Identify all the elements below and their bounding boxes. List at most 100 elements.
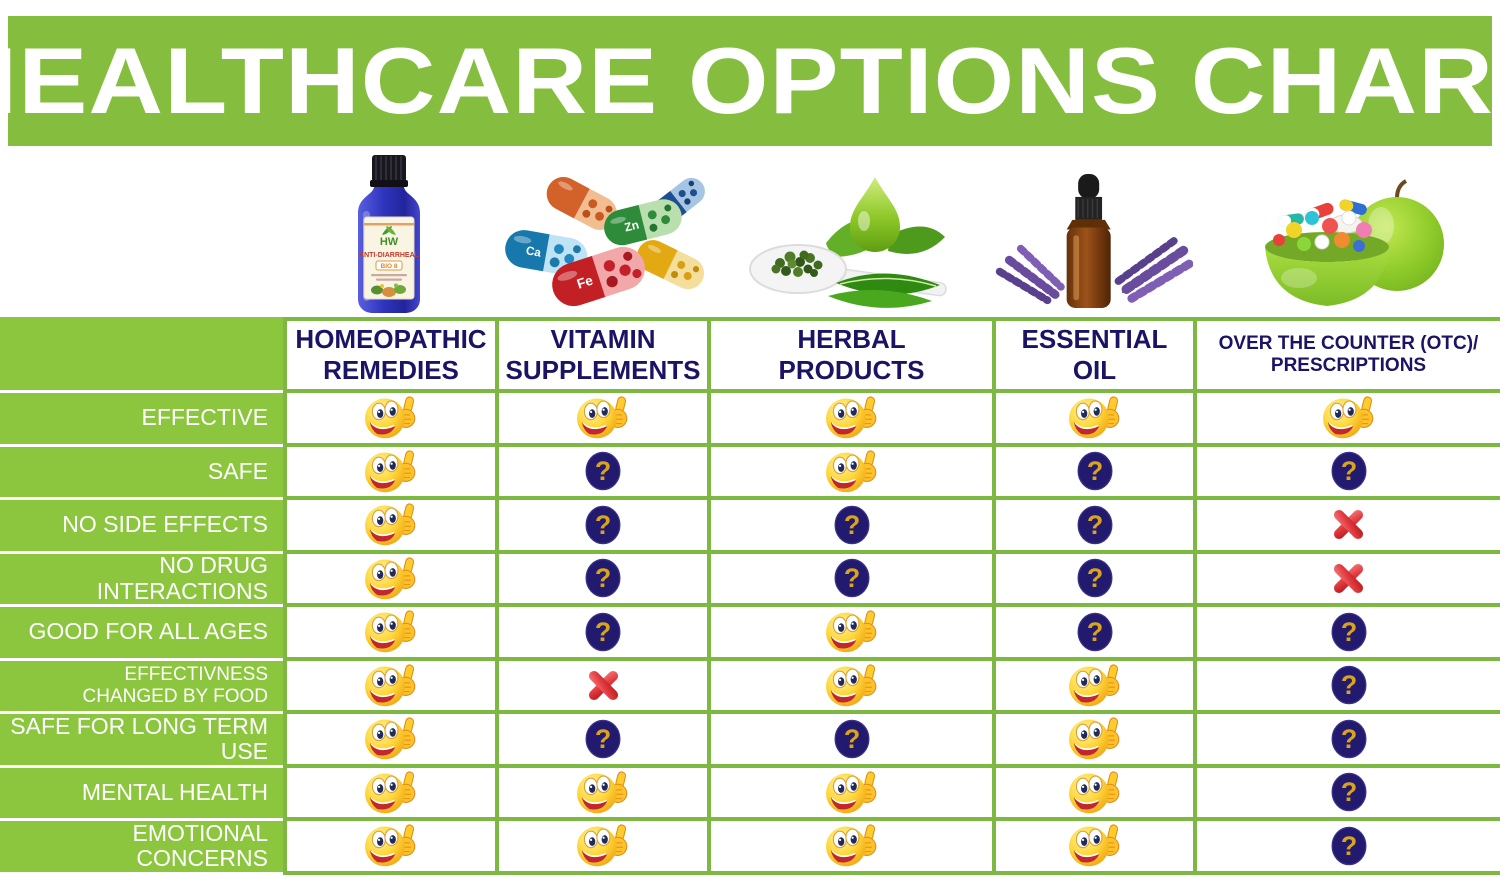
comparison-table: HOMEOPATHIC REMEDIES VITAMIN SUPPLEMENTS… [0, 317, 1500, 875]
thumbs-up-smiley-icon [825, 824, 876, 867]
svg-text:Fe: Fe [575, 272, 595, 291]
status-cell: ? [1193, 767, 1500, 821]
thumbs-up-smiley-icon [365, 664, 416, 707]
row-label-mental-health: MENTAL HEALTH [0, 767, 283, 821]
status-cell [992, 821, 1193, 875]
status-cell [707, 607, 992, 661]
svg-text:Zn: Zn [623, 217, 640, 234]
status-cell [707, 767, 992, 821]
status-cell [707, 821, 992, 875]
question-mark-icon: ? [1331, 773, 1366, 812]
images-row-spacer [0, 148, 283, 317]
status-cell [1193, 393, 1500, 447]
thumbs-up-smiley-icon [365, 610, 416, 653]
status-cell: ? [495, 714, 707, 768]
thumbs-up-smiley-icon [365, 503, 416, 546]
svg-text:BIO 8: BIO 8 [381, 263, 398, 270]
svg-text:?: ? [1340, 617, 1356, 647]
status-cell [992, 660, 1193, 714]
svg-text:Ca: Ca [525, 243, 543, 259]
vitamin-capsules-image: Zn Ca [495, 148, 707, 317]
status-cell: ? [992, 607, 1193, 661]
question-mark-icon: ? [585, 452, 621, 491]
status-cell [283, 553, 495, 607]
svg-text:?: ? [1340, 670, 1356, 700]
row-label-safe: SAFE [0, 446, 283, 500]
column-header-otc-prescriptions: OVER THE COUNTER (OTC)/ PRESCRIPTIONS [1193, 317, 1500, 393]
thumbs-up-smiley-icon [365, 771, 416, 814]
status-cell: ? [707, 714, 992, 768]
row-label-no-drug-interactions: NO DRUG INTERACTIONS [0, 553, 283, 607]
thumbs-up-smiley-icon [365, 557, 416, 600]
thumbs-up-smiley-icon [365, 396, 416, 439]
question-mark-icon: ? [585, 719, 621, 758]
status-cell [495, 393, 707, 447]
status-cell: ? [1193, 446, 1500, 500]
thumbs-up-smiley-icon [1068, 771, 1119, 814]
essential-oil-image [992, 148, 1193, 317]
status-cell: ? [1193, 660, 1500, 714]
thumbs-up-smiley-icon [825, 771, 876, 814]
column-header-homeopathic-remedies: HOMEOPATHIC REMEDIES [283, 317, 495, 393]
status-cell: ? [495, 607, 707, 661]
svg-text:?: ? [1340, 724, 1356, 754]
product-images-row: HW ANTI-DIARRHEAL BIO 8 [0, 148, 1500, 317]
question-mark-icon: ? [585, 559, 621, 598]
question-mark-icon: ? [1077, 452, 1112, 491]
column-header-essential-oil: ESSENTIAL OIL [992, 317, 1193, 393]
row-label-good-for-all-ages: GOOD FOR ALL AGES [0, 607, 283, 661]
thumbs-up-smiley-icon [365, 824, 416, 867]
question-mark-icon: ? [1331, 826, 1366, 865]
status-cell [992, 767, 1193, 821]
svg-text:?: ? [843, 724, 859, 754]
status-cell [495, 767, 707, 821]
row-label-effectiveness-changed-by-food: EFFECTIVNESS CHANGED BY FOOD [0, 660, 283, 714]
status-cell [707, 446, 992, 500]
status-cell: ? [707, 500, 992, 554]
status-cell: ? [495, 500, 707, 554]
svg-text:?: ? [1086, 617, 1102, 647]
svg-text:?: ? [843, 510, 859, 540]
question-mark-icon: ? [1077, 505, 1112, 544]
status-cell [1193, 500, 1500, 554]
herbal-leaves-spoon-icon [748, 177, 947, 308]
thumbs-up-smiley-icon [825, 450, 876, 493]
status-cell [283, 821, 495, 875]
vitamin-capsules-icon: Zn Ca [505, 177, 705, 307]
svg-text:?: ? [1340, 831, 1356, 861]
status-cell: ? [495, 553, 707, 607]
thumbs-up-smiley-icon [365, 450, 416, 493]
thumbs-up-smiley-icon [825, 396, 876, 439]
status-cell: ? [992, 553, 1193, 607]
question-mark-icon: ? [585, 612, 621, 651]
status-cell [283, 767, 495, 821]
thumbs-up-smiley-icon [1322, 396, 1373, 439]
thumbs-up-smiley-icon [825, 664, 876, 707]
question-mark-icon: ? [1331, 719, 1366, 758]
row-label-emotional-concerns: EMOTIONAL CONCERNS [0, 821, 283, 875]
row-label-effective: EFFECTIVE [0, 393, 283, 447]
column-header-vitamin-supplements: VITAMIN SUPPLEMENTS [495, 317, 707, 393]
svg-text:?: ? [595, 510, 611, 540]
status-cell: ? [992, 446, 1193, 500]
question-mark-icon: ? [1077, 559, 1112, 598]
homeopathic-remedy-bottle-image: HW ANTI-DIARRHEAL BIO 8 [283, 148, 495, 317]
essential-oil-bottle-icon [995, 173, 1193, 308]
question-mark-icon: ? [1331, 612, 1366, 651]
red-x-icon [1333, 510, 1364, 540]
thumbs-up-smiley-icon [577, 771, 628, 814]
status-cell: ? [707, 553, 992, 607]
question-mark-icon: ? [834, 719, 869, 758]
herbal-products-image [707, 148, 992, 317]
page-title: HEALTHCARE OPTIONS CHART [0, 28, 1500, 133]
status-cell [495, 821, 707, 875]
svg-text:?: ? [595, 724, 611, 754]
status-cell: ? [1193, 607, 1500, 661]
homeopathic-bottle-icon: HW ANTI-DIARRHEAL BIO 8 [358, 155, 420, 313]
thumbs-up-smiley-icon [1068, 396, 1119, 439]
thumbs-up-smiley-icon [1068, 824, 1119, 867]
status-cell [283, 660, 495, 714]
status-cell: ? [992, 500, 1193, 554]
status-cell [707, 660, 992, 714]
svg-text:?: ? [1086, 510, 1102, 540]
